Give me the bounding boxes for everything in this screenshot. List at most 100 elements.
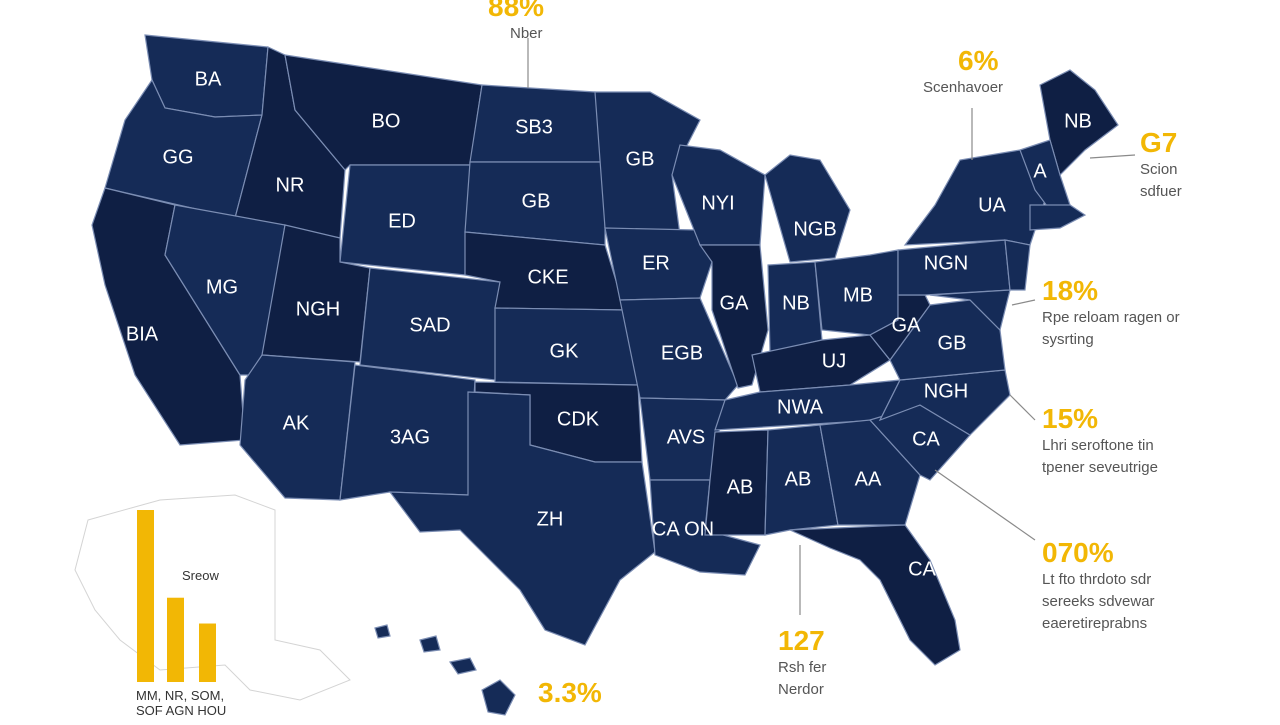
callout-desc-ne2-0: Scion xyxy=(1140,161,1178,178)
state-fl xyxy=(789,524,961,666)
callout-value-se: 070% xyxy=(1042,537,1114,568)
state-hawaii-island xyxy=(481,679,516,716)
state-il xyxy=(698,244,769,389)
callout-desc-e2-1: tpener seveutrige xyxy=(1042,459,1158,476)
state-label-nh: A xyxy=(1033,160,1047,182)
callout-ne2: G7 Scion sdfuer xyxy=(1140,127,1182,200)
callout-se: 070% Lt fto thrdoto sdr sereeks sdvewar eae… xyxy=(1042,537,1155,632)
leader-line-e1 xyxy=(1011,299,1036,306)
state-label-wy: ED xyxy=(388,210,416,232)
state-mo xyxy=(619,297,739,401)
state-hawaii-kauai xyxy=(374,624,391,639)
state-md xyxy=(929,289,1011,332)
state-label-ks: GK xyxy=(550,340,580,362)
state-ga xyxy=(819,419,921,526)
callout-e2: 15% Lhri seroftone tin tpener seveutrige xyxy=(1042,403,1158,476)
state-label-sd: GB xyxy=(522,190,551,212)
state-label-ms: AB xyxy=(727,476,754,498)
callout-value-ne1: 6% xyxy=(958,45,999,76)
state-label-va: GB xyxy=(938,332,967,354)
state-label-mi: NGB xyxy=(793,218,836,240)
state-label-al: AB xyxy=(785,468,812,490)
state-label-ar: AVS xyxy=(667,426,706,448)
state-label-ok: CDK xyxy=(557,408,600,430)
callout-desc-ne1-0: Scenhavoer xyxy=(923,79,1003,96)
state-label-ga: AA xyxy=(855,468,882,490)
state-label-ne: CKE xyxy=(527,266,568,288)
state-label-oh: MB xyxy=(843,284,873,306)
state-hawaii-maui xyxy=(449,657,477,675)
callout-desc-ne2-1: sdfuer xyxy=(1140,183,1182,200)
state-ma xyxy=(1029,204,1087,231)
state-ms xyxy=(704,429,769,536)
callout-desc-e1-1: sysrting xyxy=(1042,331,1094,348)
state-az xyxy=(239,354,356,501)
state-label-il: GA xyxy=(720,292,750,314)
inset-caption-0: MM, NR, SOM, xyxy=(136,688,224,703)
callout-s2: 3.3% xyxy=(538,677,602,708)
state-label-ut: NGH xyxy=(296,298,340,320)
state-label-sc: CA xyxy=(912,428,940,450)
state-label-wv: GA xyxy=(892,314,922,336)
callout-s1: 127 Rsh fer Nerdor xyxy=(778,625,826,698)
state-label-ca: BIA xyxy=(126,323,159,345)
state-hawaii-oahu xyxy=(419,635,441,653)
inset-bar-2 xyxy=(199,623,216,682)
state-label-or: GG xyxy=(162,146,193,168)
callout-desc-top-0: Nber xyxy=(510,25,543,42)
callout-value-ne2: G7 xyxy=(1140,127,1177,158)
state-label-az: AK xyxy=(283,412,310,434)
inset-bar-0 xyxy=(137,510,154,682)
callout-e1: 18% Rpe reloam ragen or sysrting xyxy=(1042,275,1180,348)
callout-desc-se-2: eaeretireprabns xyxy=(1042,615,1147,632)
state-label-co: SAD xyxy=(409,314,450,336)
state-label-wi: NYI xyxy=(701,192,734,214)
state-label-ia: ER xyxy=(642,252,670,274)
callout-top: 88% Nber xyxy=(488,0,544,42)
state-label-ny: UA xyxy=(978,194,1006,216)
state-mi xyxy=(764,154,851,263)
callout-desc-se-0: Lt fto thrdoto sdr xyxy=(1042,571,1151,588)
leader-line-e2 xyxy=(1009,394,1036,421)
state-tx xyxy=(388,391,656,646)
inset-caption-1: SOF AGN HOU xyxy=(136,703,226,718)
state-ny xyxy=(903,149,1046,246)
callout-desc-e1-0: Rpe reloam ragen or xyxy=(1042,309,1180,326)
state-label-mt: BO xyxy=(372,110,401,132)
leader-line-se xyxy=(934,469,1036,541)
callout-ne1: 6% Scenhavoer xyxy=(923,45,1003,96)
state-label-pa: NGN xyxy=(924,252,968,274)
leader-line-ne2 xyxy=(1089,154,1136,159)
state-label-nv: MG xyxy=(206,276,238,298)
state-nj xyxy=(1004,239,1031,291)
state-label-ky: UJ xyxy=(822,350,846,372)
callout-desc-se-1: sereeks sdvewar xyxy=(1042,593,1155,610)
state-label-mo: EGB xyxy=(661,342,703,364)
callout-value-s2: 3.3% xyxy=(538,677,602,708)
state-label-in: NB xyxy=(782,292,810,314)
inset-bar-chart: Sreow MM, NR, SOM,SOF AGN HOU xyxy=(136,510,226,718)
inset-label: Sreow xyxy=(182,568,219,583)
callout-desc-e2-0: Lhri seroftone tin xyxy=(1042,437,1154,454)
state-label-nc: NGH xyxy=(924,380,968,402)
callouts: 88% Nber 6% Scenhavoer G7 Scion sdfuer 18% Rpe r… xyxy=(488,0,1182,708)
state-labels: BA GG BIA NR MG BO ED NGH AK SAD 3AG SB3 GB CKE GK CDK Z… xyxy=(126,68,1092,580)
state-ia xyxy=(604,227,713,301)
state-al xyxy=(764,424,839,536)
callout-value-e1: 18% xyxy=(1042,275,1098,306)
callout-value-top: 88% xyxy=(488,0,544,22)
inset-outline xyxy=(74,494,351,701)
state-label-id: NR xyxy=(276,174,305,196)
callout-desc-s1-1: Nerdor xyxy=(778,681,824,698)
callout-value-s1: 127 xyxy=(778,625,825,656)
state-label-wa: BA xyxy=(195,68,222,90)
callout-value-e2: 15% xyxy=(1042,403,1098,434)
state-label-tn: NWA xyxy=(777,396,824,418)
state-label-la: CA ON xyxy=(652,518,714,540)
state-label-mn: GB xyxy=(626,148,655,170)
state-label-nm: 3AG xyxy=(390,426,430,448)
callout-desc-s1-0: Rsh fer xyxy=(778,659,826,676)
state-label-tx: ZH xyxy=(537,508,564,530)
